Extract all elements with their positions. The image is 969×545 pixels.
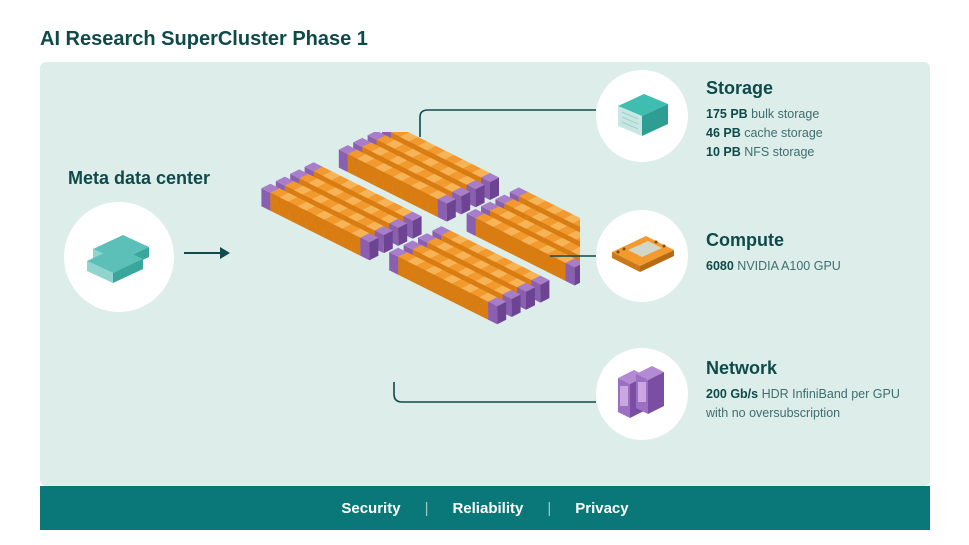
storage-icon — [610, 90, 674, 142]
page-title: AI Research SuperCluster Phase 1 — [40, 28, 368, 51]
compute-line-0: 6080 NVIDIA A100 GPU — [706, 257, 916, 276]
network-icon-circle — [596, 348, 688, 440]
storage-icon-circle — [596, 70, 688, 162]
diagram-canvas: Meta data center — [40, 62, 930, 486]
storage-title: Storage — [706, 78, 916, 99]
footer-separator: | — [547, 500, 551, 517]
storage-line-2: 10 PB NFS storage — [706, 143, 916, 162]
gpu-icon — [606, 232, 678, 280]
storage-label: Storage 175 PB bulk storage 46 PB cache … — [706, 78, 916, 161]
compute-title: Compute — [706, 230, 916, 251]
network-rack-icon — [610, 360, 674, 428]
footer-bar: Security | Reliability | Privacy — [40, 486, 930, 530]
connector-network — [40, 62, 640, 486]
network-line-0: 200 Gb/s HDR InfiniBand per GPU with no … — [706, 385, 916, 423]
footer-separator: | — [425, 500, 429, 517]
compute-label: Compute 6080 NVIDIA A100 GPU — [706, 230, 916, 276]
storage-line-0: 175 PB bulk storage — [706, 105, 916, 124]
footer-item-security: Security — [341, 500, 400, 517]
network-label: Network 200 Gb/s HDR InfiniBand per GPU … — [706, 358, 916, 423]
footer-item-privacy: Privacy — [575, 500, 628, 517]
network-title: Network — [706, 358, 916, 379]
compute-icon-circle — [596, 210, 688, 302]
footer-item-reliability: Reliability — [452, 500, 523, 517]
storage-line-1: 46 PB cache storage — [706, 124, 916, 143]
